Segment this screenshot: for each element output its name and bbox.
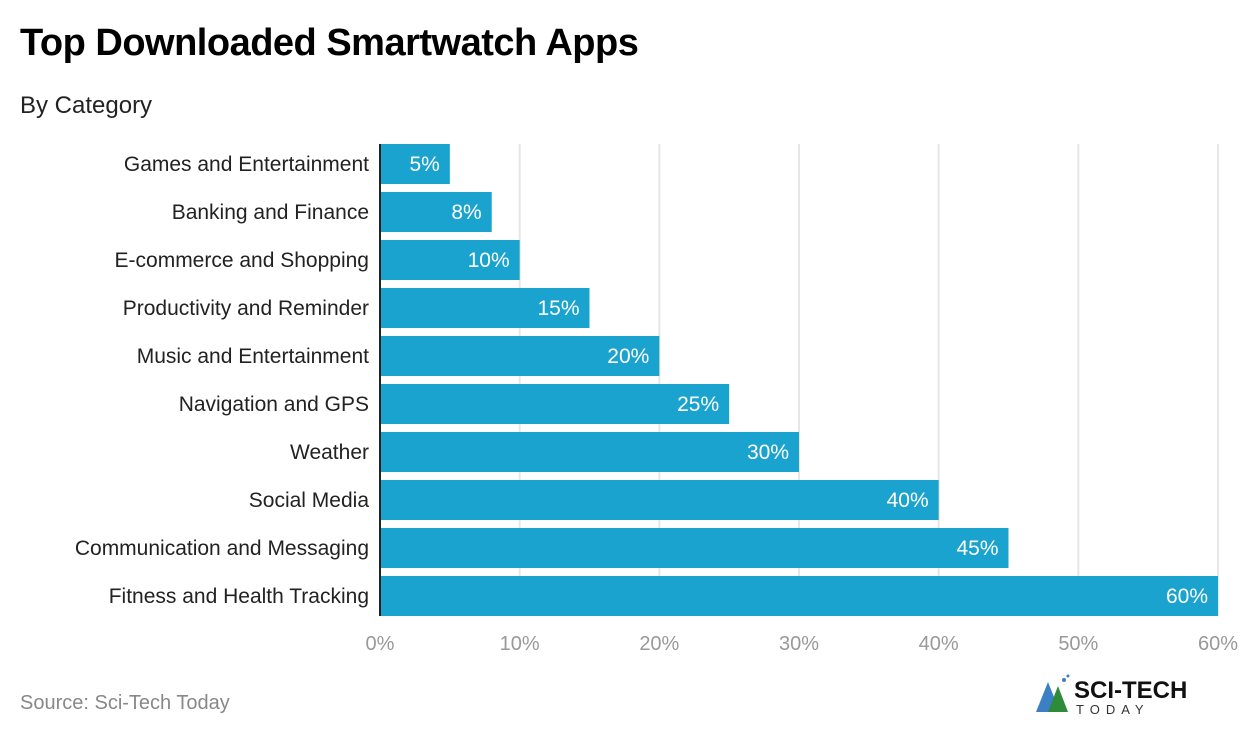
source-note: Source: Sci-Tech Today (20, 692, 230, 714)
bar-chart: 0% 10% 20% 30% 40% 50% 60% Games and Entertainm… (75, 144, 1238, 655)
category-label: Social Media (249, 489, 370, 512)
category-label: Communication and Messaging (75, 537, 369, 560)
bar (380, 528, 1009, 568)
bar (380, 432, 799, 472)
data-label: 20% (607, 345, 649, 368)
data-label: 45% (956, 537, 998, 560)
data-label: 5% (409, 153, 439, 176)
data-label: 30% (747, 441, 789, 464)
sci-tech-today-logo: SCI-TECH TODAY (1036, 674, 1187, 716)
data-label: 8% (451, 201, 481, 224)
bar (380, 480, 939, 520)
x-tick-label: 40% (919, 633, 959, 655)
data-label: 40% (887, 489, 929, 512)
category-label: Games and Entertainment (124, 153, 369, 176)
bar (380, 336, 660, 376)
category-label: E-commerce and Shopping (115, 249, 369, 272)
data-label: 10% (468, 249, 510, 272)
data-label: 25% (677, 393, 719, 416)
x-tick-label: 20% (639, 633, 679, 655)
x-tick-label: 50% (1058, 633, 1098, 655)
category-label: Weather (290, 441, 369, 464)
svg-text:TODAY: TODAY (1076, 702, 1150, 716)
bar (380, 144, 450, 184)
category-label: Music and Entertainment (137, 345, 369, 368)
data-label: 60% (1166, 585, 1208, 608)
bar (380, 288, 590, 328)
svg-text:SCI-TECH: SCI-TECH (1074, 677, 1187, 704)
x-tick-label: 60% (1198, 633, 1238, 655)
category-label: Banking and Finance (172, 201, 369, 224)
category-label: Productivity and Reminder (123, 297, 369, 320)
bar (380, 240, 520, 280)
bar (380, 192, 492, 232)
data-label: 15% (537, 297, 579, 320)
bar (380, 576, 1218, 616)
x-tick-label: 0% (366, 633, 395, 655)
bar (380, 384, 730, 424)
category-label: Fitness and Health Tracking (109, 585, 369, 608)
chart-subtitle: By Category (20, 92, 153, 119)
category-label: Navigation and GPS (179, 393, 369, 416)
x-tick-label: 10% (500, 633, 540, 655)
chart-title: Top Downloaded Smartwatch Apps (20, 22, 639, 64)
x-tick-label: 30% (779, 633, 819, 655)
